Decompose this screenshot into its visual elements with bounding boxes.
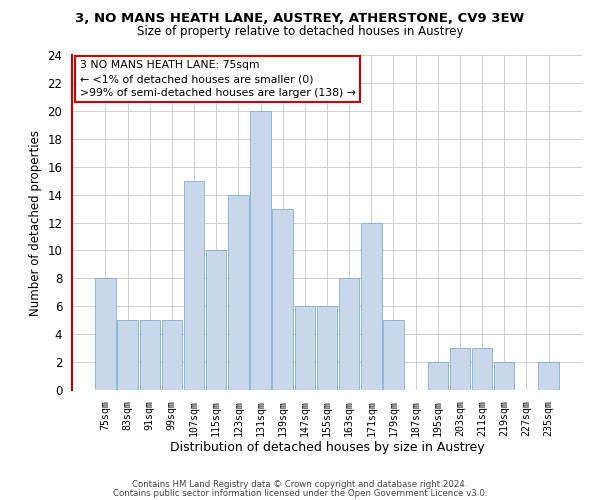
Bar xyxy=(538,362,559,390)
Y-axis label: Number of detached properties: Number of detached properties xyxy=(29,130,42,316)
Bar xyxy=(383,320,404,390)
Text: Contains HM Land Registry data © Crown copyright and database right 2024.: Contains HM Land Registry data © Crown c… xyxy=(132,480,468,489)
Bar xyxy=(339,278,359,390)
Text: Contains public sector information licensed under the Open Government Licence v3: Contains public sector information licen… xyxy=(113,488,487,498)
Bar xyxy=(472,348,493,390)
Text: 3 NO MANS HEATH LANE: 75sqm
← <1% of detached houses are smaller (0)
>99% of sem: 3 NO MANS HEATH LANE: 75sqm ← <1% of det… xyxy=(80,60,356,98)
Bar xyxy=(361,222,382,390)
Bar xyxy=(161,320,182,390)
X-axis label: Distribution of detached houses by size in Austrey: Distribution of detached houses by size … xyxy=(170,442,484,454)
Bar xyxy=(295,306,315,390)
Text: 3, NO MANS HEATH LANE, AUSTREY, ATHERSTONE, CV9 3EW: 3, NO MANS HEATH LANE, AUSTREY, ATHERSTO… xyxy=(76,12,524,26)
Bar xyxy=(140,320,160,390)
Bar xyxy=(250,111,271,390)
Bar xyxy=(428,362,448,390)
Bar xyxy=(118,320,138,390)
Bar xyxy=(450,348,470,390)
Bar xyxy=(95,278,116,390)
Bar xyxy=(206,250,226,390)
Bar xyxy=(228,194,248,390)
Text: Size of property relative to detached houses in Austrey: Size of property relative to detached ho… xyxy=(137,25,463,38)
Bar xyxy=(184,180,204,390)
Bar xyxy=(494,362,514,390)
Bar xyxy=(317,306,337,390)
Bar xyxy=(272,208,293,390)
